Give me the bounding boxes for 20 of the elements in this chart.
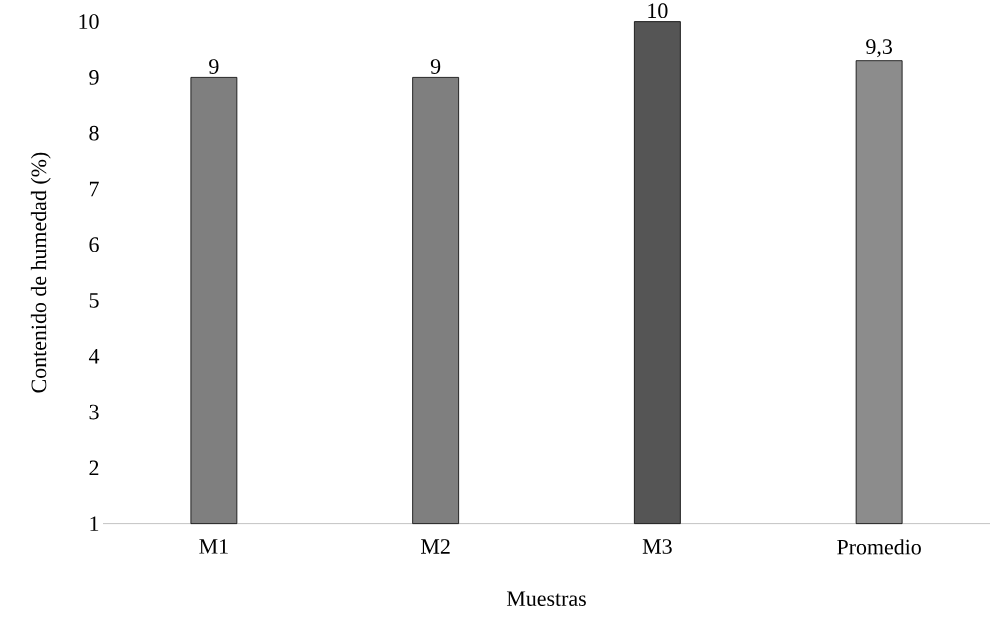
data-label: 9 <box>209 59 219 75</box>
y-tick-label: 8 <box>89 125 99 141</box>
data-label: 9,3 <box>866 39 892 58</box>
y-tick-label: 3 <box>89 404 99 420</box>
y-tick-label: 4 <box>88 349 100 364</box>
y-tick-label: 9 <box>89 70 99 85</box>
y-tick-label: 5 <box>89 293 99 308</box>
y-tick-label: 1 <box>90 516 99 532</box>
x-axis-title: Muestras <box>506 591 586 607</box>
y-tick-label: 7 <box>89 181 99 197</box>
data-label: 9 <box>430 59 441 75</box>
data-label: 10 <box>648 3 668 19</box>
x-tick-label: M1 <box>199 539 228 554</box>
y-tick-label: 6 <box>89 237 99 253</box>
x-tick-label: M2 <box>421 539 450 554</box>
y-tick-label: 2 <box>89 460 99 476</box>
x-tick-label: M3 <box>642 539 672 555</box>
x-tick-label: Promedio <box>837 539 921 555</box>
y-axis-title: Contenido de humedad (%) <box>30 152 51 393</box>
y-tick-label: 10 <box>79 14 99 30</box>
